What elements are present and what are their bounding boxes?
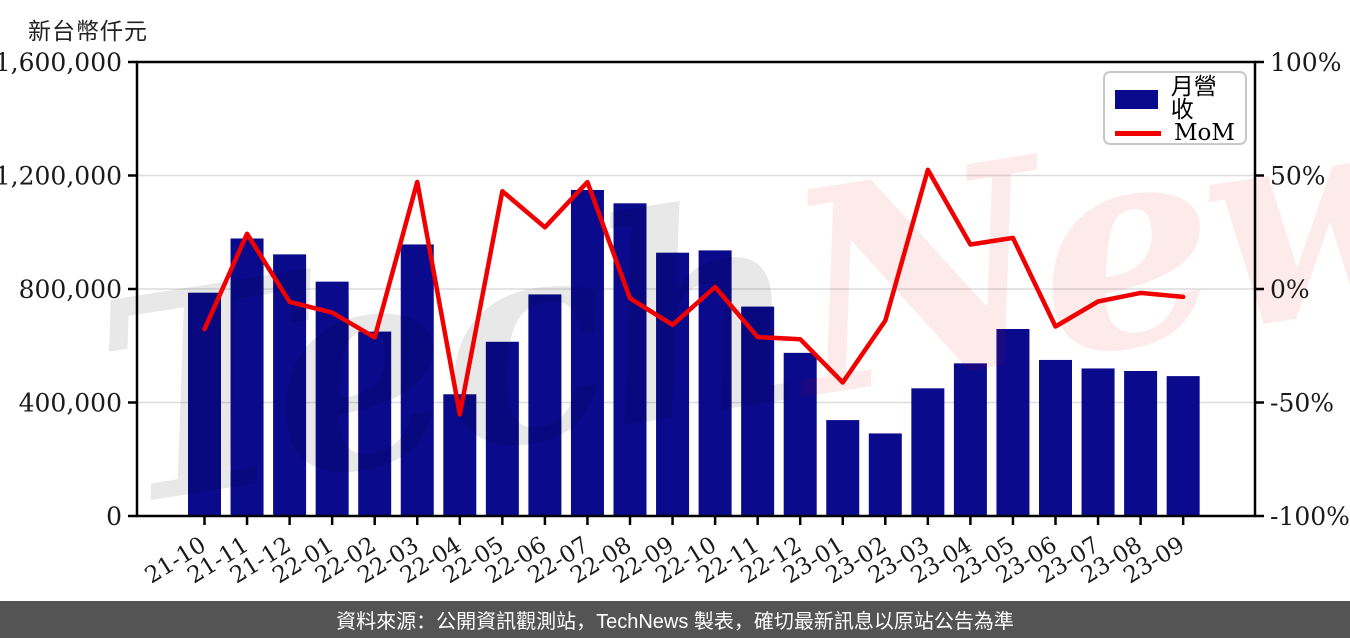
revenue-bar-22-09 xyxy=(656,252,690,516)
revenue-bar-21-11 xyxy=(230,238,264,516)
revenue-bar-23-03 xyxy=(911,388,945,516)
revenue-bar-22-11 xyxy=(741,306,775,516)
mom-line xyxy=(202,167,1186,417)
right-axis-label: -50% xyxy=(1270,389,1334,418)
right-axis-label: 0% xyxy=(1270,275,1310,304)
source-footer: 資料來源：公開資訊觀測站，TechNews 製表，確切最新訊息以原站公告為準 xyxy=(0,601,1350,638)
revenue-bar-22-08 xyxy=(613,203,647,516)
legend-revenue-label: 月營收 xyxy=(1170,74,1217,123)
mom-line-swatch-icon xyxy=(1115,131,1161,136)
legend-mom-label: MoM xyxy=(1174,120,1235,146)
revenue-mom-chart: TechNews0400,000800,0001,200,0001,600,00… xyxy=(0,11,1350,589)
revenue-bar-23-04 xyxy=(953,363,987,516)
revenue-bar-22-06 xyxy=(528,294,562,516)
left-axis-label: 1,200,000 xyxy=(0,162,122,191)
revenue-bar-swatch-icon xyxy=(1115,89,1158,109)
revenue-bar-23-05 xyxy=(996,329,1030,516)
legend-item-revenue: 月營收 xyxy=(1115,76,1235,122)
revenue-bar-22-07 xyxy=(570,189,604,516)
left-axis-label: 800,000 xyxy=(19,275,122,304)
left-axis-label: 400,000 xyxy=(19,389,122,418)
legend-item-mom: MoM xyxy=(1115,122,1235,145)
revenue-bar-23-09 xyxy=(1166,376,1200,516)
revenue-bar-23-07 xyxy=(1081,368,1115,516)
revenue-bar-23-08 xyxy=(1124,371,1158,516)
revenue-bar-23-01 xyxy=(826,420,860,516)
left-axis-label: 1,600,000 xyxy=(0,48,122,77)
left-axis-label: 0 xyxy=(106,502,122,531)
revenue-bar-23-06 xyxy=(1039,359,1072,516)
right-axis-label: -100% xyxy=(1270,502,1350,531)
right-axis-label: 100% xyxy=(1270,48,1341,77)
legend: 月營收 MoM xyxy=(1103,71,1247,145)
revenue-bar-23-02 xyxy=(868,433,902,516)
y-axis-title: 新台幣仟元 xyxy=(28,19,148,45)
source-footer-text: 資料來源：公開資訊觀測站，TechNews 製表，確切最新訊息以原站公告為準 xyxy=(336,611,1014,633)
revenue-bar-22-03 xyxy=(400,244,434,517)
right-axis-label: 50% xyxy=(1270,162,1326,191)
revenue-bar-22-05 xyxy=(485,341,519,516)
revenue-bar-22-02 xyxy=(358,331,392,516)
revenue-bar-22-12 xyxy=(783,352,817,516)
